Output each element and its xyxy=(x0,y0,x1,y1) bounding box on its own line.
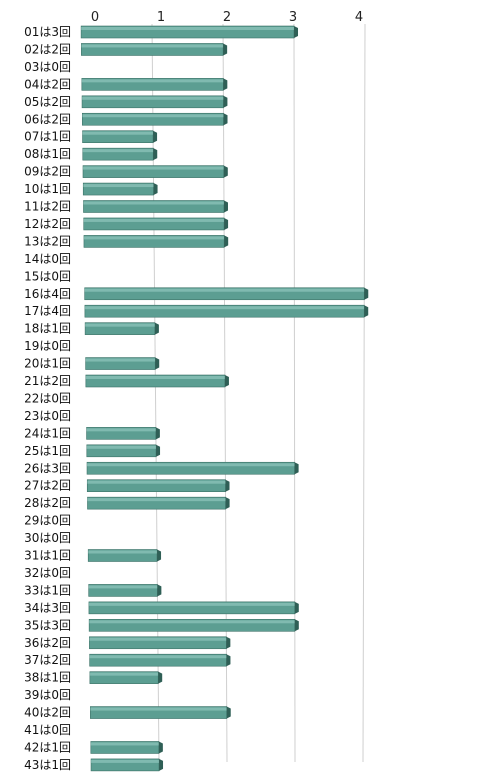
bar xyxy=(86,461,299,475)
bar xyxy=(82,165,228,178)
bar xyxy=(87,549,162,562)
bar xyxy=(85,357,160,370)
category-label: 39は0回 xyxy=(24,688,71,702)
category-label: 29は0回 xyxy=(24,514,71,528)
category-label: 18は1回 xyxy=(24,322,71,336)
bar xyxy=(81,95,228,109)
x-tick-label: 0 xyxy=(91,10,99,25)
category-label: 38は1回 xyxy=(24,671,71,685)
category-label: 05は2回 xyxy=(24,95,71,109)
bars xyxy=(80,25,369,772)
bar xyxy=(89,636,231,650)
category-label: 30は0回 xyxy=(24,531,71,545)
category-label: 13は2回 xyxy=(24,234,71,248)
category-label: 31は1回 xyxy=(24,549,71,563)
bar xyxy=(82,147,158,161)
grid-line xyxy=(222,23,228,763)
category-label: 04は2回 xyxy=(24,77,71,91)
category-label: 08は1回 xyxy=(24,147,71,161)
category-label: 07は1回 xyxy=(24,130,71,144)
grid-line xyxy=(362,23,366,763)
grid-lines xyxy=(151,23,366,763)
category-label: 15は0回 xyxy=(24,269,71,283)
bar xyxy=(86,427,160,440)
x-axis-ticks: 0 1 2 3 4 xyxy=(91,10,363,25)
category-label: 33は1回 xyxy=(24,583,71,597)
category-label: 37は2回 xyxy=(24,653,71,667)
category-label: 35は3回 xyxy=(24,618,71,632)
category-label: 26は3回 xyxy=(24,461,71,475)
category-label: 16は4回 xyxy=(24,287,71,301)
bar xyxy=(86,479,230,493)
grid-line xyxy=(293,23,296,763)
x-tick-label: 1 xyxy=(157,10,165,25)
category-label: 36は2回 xyxy=(24,636,71,650)
bar xyxy=(82,130,158,143)
category-label: 01は3回 xyxy=(24,25,71,39)
bar xyxy=(84,322,159,335)
category-label: 40は2回 xyxy=(24,706,71,720)
category-label: 42は1回 xyxy=(24,740,71,754)
bar xyxy=(88,601,299,615)
bar xyxy=(88,584,162,597)
bar xyxy=(83,200,228,213)
bar xyxy=(85,374,229,388)
category-label: 21は2回 xyxy=(24,374,71,388)
category-label: 12は2回 xyxy=(24,217,71,231)
bar xyxy=(87,496,230,510)
category-label: 17は4回 xyxy=(24,304,71,318)
category-label: 27は2回 xyxy=(24,479,71,493)
category-label: 22は0回 xyxy=(24,391,71,405)
category-label: 06は2回 xyxy=(24,112,71,126)
category-label: 14は0回 xyxy=(24,252,71,266)
category-label: 09は2回 xyxy=(24,165,71,179)
bar xyxy=(80,25,299,39)
category-label: 11は2回 xyxy=(24,200,71,214)
category-label: 34は3回 xyxy=(24,601,71,615)
bar xyxy=(89,671,163,684)
category-label: 20は1回 xyxy=(24,357,71,371)
bar xyxy=(88,618,299,632)
bar xyxy=(82,182,158,196)
bar xyxy=(84,304,369,318)
category-label: 24は1回 xyxy=(24,426,71,440)
x-tick-label: 3 xyxy=(289,10,297,25)
bar xyxy=(90,706,231,719)
bar xyxy=(81,43,228,56)
bar xyxy=(84,287,369,301)
bar xyxy=(89,653,231,667)
bar xyxy=(81,78,228,91)
x-tick-label: 4 xyxy=(355,10,363,25)
category-label: 23は0回 xyxy=(24,409,71,423)
category-label: 10は1回 xyxy=(24,182,71,196)
bar xyxy=(90,758,164,772)
category-label: 02は2回 xyxy=(24,42,71,56)
bar xyxy=(83,235,229,248)
category-labels: 01は3回 02は2回 03は0回 04は2回 05は2回 06は2回 07は1回 08は1回… xyxy=(24,25,71,772)
category-label: 25は1回 xyxy=(24,444,71,458)
category-label: 43は1回 xyxy=(24,758,71,772)
bar xyxy=(86,444,161,458)
category-label: 28は2回 xyxy=(24,496,71,510)
category-label: 03は0回 xyxy=(24,60,71,74)
bar xyxy=(81,112,228,126)
category-label: 32は0回 xyxy=(24,566,71,580)
bar xyxy=(90,741,163,754)
category-label: 19は0回 xyxy=(24,339,71,353)
bar xyxy=(83,217,229,231)
x-tick-label: 2 xyxy=(223,10,231,25)
category-label: 41は0回 xyxy=(24,723,71,737)
